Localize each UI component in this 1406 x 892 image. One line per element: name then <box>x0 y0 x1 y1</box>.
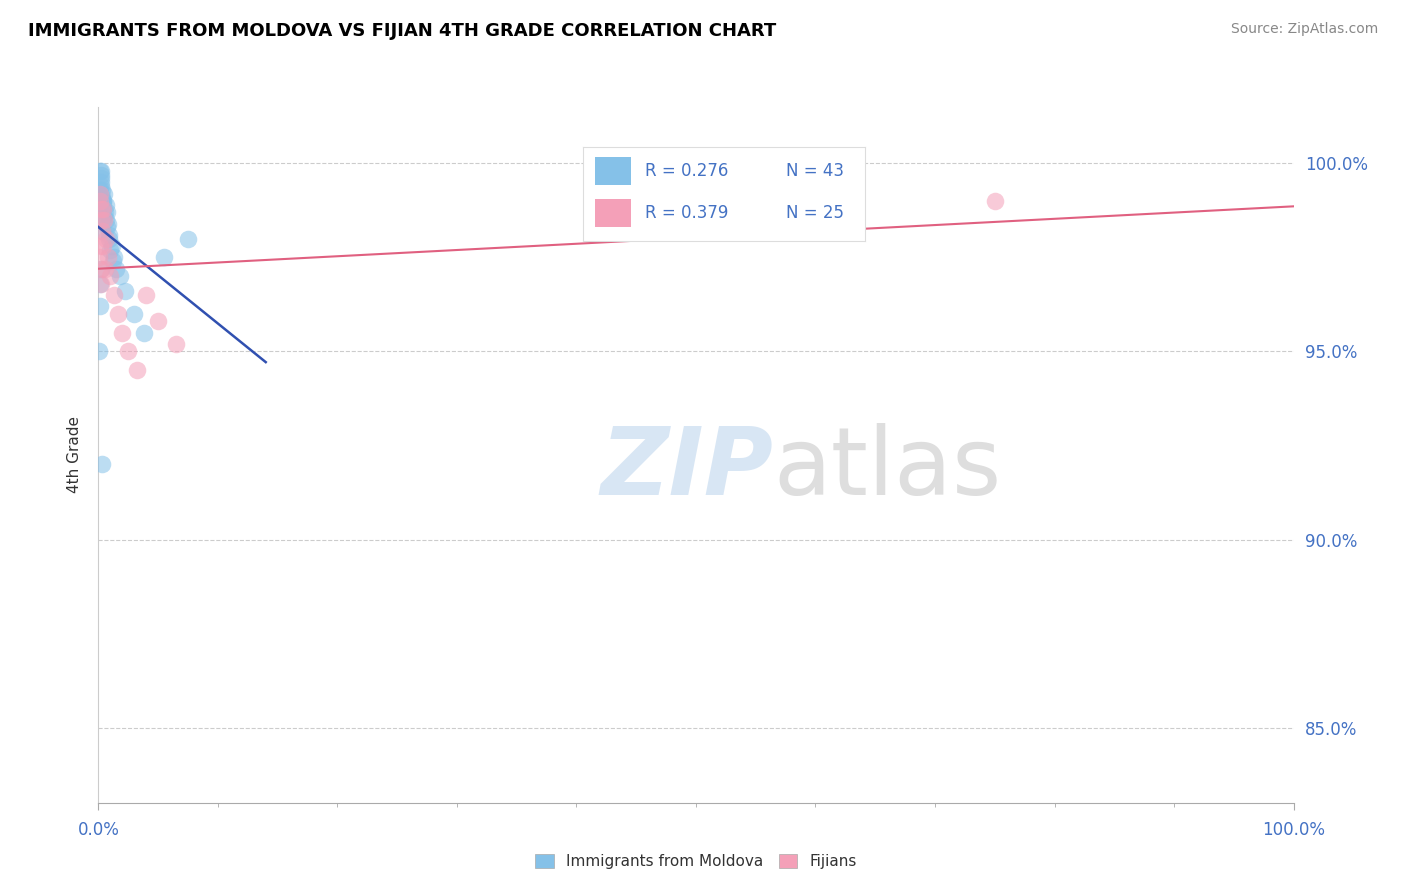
Point <box>114 285 136 299</box>
Point <box>90 164 112 178</box>
Point <box>89 190 111 204</box>
Point <box>89 164 111 178</box>
Point <box>124 307 146 321</box>
Point <box>91 194 114 208</box>
Text: N = 43: N = 43 <box>786 161 844 179</box>
Point <box>89 251 111 265</box>
Text: IMMIGRANTS FROM MOLDOVA VS FIJIAN 4TH GRADE CORRELATION CHART: IMMIGRANTS FROM MOLDOVA VS FIJIAN 4TH GR… <box>28 22 776 40</box>
Point <box>96 232 118 246</box>
Point <box>117 344 139 359</box>
Point <box>89 194 111 208</box>
Point <box>90 179 112 194</box>
Point <box>94 261 117 276</box>
Point <box>90 212 112 227</box>
Point <box>153 251 176 265</box>
Point <box>97 232 120 246</box>
Point <box>96 220 118 235</box>
Point <box>89 277 111 291</box>
Point <box>135 288 157 302</box>
Point <box>108 269 131 284</box>
Point <box>132 326 155 340</box>
Text: Source: ZipAtlas.com: Source: ZipAtlas.com <box>1230 22 1378 37</box>
Point <box>90 171 112 186</box>
Point <box>111 326 134 340</box>
Point <box>103 288 125 302</box>
Point <box>90 168 112 182</box>
Point <box>91 190 114 204</box>
Point <box>90 212 112 227</box>
Point <box>984 194 1007 208</box>
Text: ZIP: ZIP <box>600 423 773 515</box>
Point <box>97 251 120 265</box>
Point <box>101 254 124 268</box>
Point <box>96 205 118 219</box>
Point <box>90 202 112 216</box>
Point <box>91 194 114 208</box>
Point <box>91 224 114 238</box>
Point <box>93 186 115 201</box>
Point <box>105 261 128 276</box>
Point <box>91 202 114 216</box>
Point <box>98 243 121 257</box>
Text: R = 0.276: R = 0.276 <box>645 161 728 179</box>
Bar <box>595 199 631 227</box>
Point <box>100 239 122 253</box>
Point <box>165 337 187 351</box>
Point <box>107 307 129 321</box>
Point <box>177 232 200 246</box>
Point <box>93 209 115 223</box>
Point <box>90 261 112 276</box>
Point <box>89 239 111 253</box>
Point <box>96 212 118 227</box>
Point <box>98 227 121 242</box>
Point <box>94 198 117 212</box>
Point <box>98 269 122 284</box>
Text: N = 25: N = 25 <box>786 203 844 222</box>
Point <box>91 239 114 253</box>
Point <box>90 277 112 291</box>
Text: atlas: atlas <box>773 423 1002 515</box>
Point <box>89 202 111 216</box>
Point <box>97 217 120 231</box>
Y-axis label: 4th Grade: 4th Grade <box>67 417 83 493</box>
Point <box>89 186 111 201</box>
Point <box>148 314 170 328</box>
Point <box>91 224 114 238</box>
Point <box>91 202 114 216</box>
Point <box>89 344 111 359</box>
Legend: Immigrants from Moldova, Fijians: Immigrants from Moldova, Fijians <box>529 848 863 875</box>
Point <box>90 183 112 197</box>
Point <box>93 198 115 212</box>
Point <box>125 363 148 377</box>
Point <box>91 458 114 472</box>
Point <box>89 183 111 197</box>
Point <box>94 205 117 219</box>
Point <box>89 299 111 313</box>
Point <box>90 261 112 276</box>
Text: R = 0.379: R = 0.379 <box>645 203 728 222</box>
Bar <box>595 157 631 185</box>
Point <box>103 251 125 265</box>
Point <box>93 212 115 227</box>
Point <box>90 175 112 189</box>
